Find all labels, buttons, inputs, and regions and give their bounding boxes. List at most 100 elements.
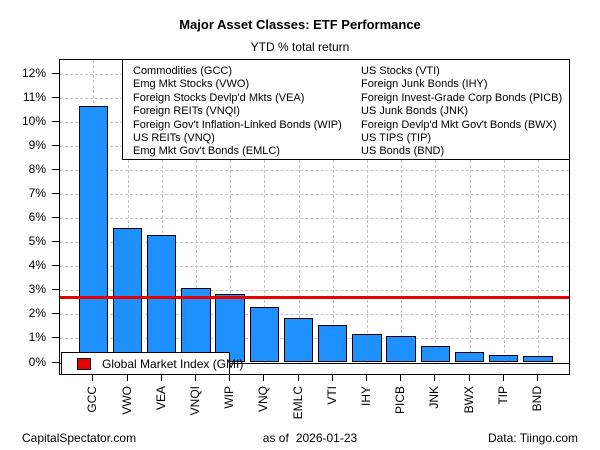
- y-tick: [52, 145, 59, 147]
- y-tick-label: 2%: [28, 306, 46, 321]
- legend-item: Foreign REITs (VNQI): [133, 105, 240, 118]
- legend-item: Foreign Invest-Grade Corp Bonds (PICB): [361, 91, 563, 104]
- as-of-date: 2026-01-23: [295, 431, 358, 445]
- zero-baseline: [60, 362, 569, 364]
- x-tick-label: VEA: [153, 386, 168, 411]
- asset-legend-column-1: Commodities (GCC) Emg Mkt Stocks (VWO) For…: [133, 65, 342, 159]
- y-tick-label: 10%: [21, 114, 46, 128]
- x-tick-label: IHY: [358, 386, 373, 407]
- v-gridline: [195, 60, 197, 363]
- x-tick: [468, 375, 470, 381]
- legend-item: Foreign Gov't Inflation-Linked Bonds (WI…: [133, 118, 342, 131]
- bar: [249, 307, 280, 363]
- y-tick: [52, 193, 59, 195]
- x-tick: [400, 375, 402, 381]
- bar: [215, 293, 245, 363]
- chart-title: Major Asset Classes: ETF Performance: [179, 17, 421, 32]
- h-gridline: [60, 338, 569, 340]
- x-tick-label: VWO: [119, 386, 134, 415]
- x-tick: [365, 375, 367, 381]
- bar: [112, 227, 143, 363]
- x-tick: [194, 375, 196, 381]
- x-tick: [126, 375, 128, 381]
- legend-item: Foreign Stocks Devlp'd Mkts (VEA): [133, 91, 305, 104]
- v-gridline: [264, 60, 266, 363]
- x-tick: [297, 375, 299, 381]
- y-tick: [52, 265, 59, 267]
- bar: [283, 318, 314, 363]
- x-tick-label: VTI: [324, 386, 339, 405]
- x-tick: [502, 375, 504, 381]
- h-gridline: [60, 266, 569, 268]
- x-tick: [434, 375, 436, 381]
- legend-item: US TIPS (TIP): [361, 132, 432, 145]
- v-gridline: [332, 60, 334, 363]
- h-gridline: [60, 170, 569, 172]
- x-tick-label: JNK: [427, 386, 442, 409]
- bar: [488, 355, 519, 363]
- y-tick: [52, 361, 59, 363]
- x-tick: [229, 375, 231, 381]
- x-tick-label: PICB: [393, 386, 408, 415]
- y-tick-label: 7%: [28, 186, 46, 201]
- v-gridline: [503, 60, 505, 363]
- x-tick: [263, 375, 265, 381]
- footer-source-right: Data: Tiingo.com: [487, 431, 578, 445]
- x-tick-label: BND: [529, 386, 544, 412]
- gmi-reference-line: [60, 296, 569, 300]
- legend-item: US Bonds (BND): [361, 145, 445, 158]
- y-tick: [52, 289, 59, 291]
- y-tick-label: 11%: [22, 89, 46, 104]
- x-tick: [536, 375, 538, 381]
- asset-legend-box: Commodities (GCC) Emg Mkt Stocks (VWO) For…: [122, 59, 570, 160]
- y-tick-label: 9%: [28, 138, 46, 153]
- legend-item: Emg Mkt Gov't Bonds (EMLC): [133, 145, 280, 158]
- y-tick: [52, 121, 59, 122]
- x-tick-label: BWX: [461, 386, 476, 414]
- asset-legend-column-2: US Stocks (VTI) Foreign Junk Bonds (IHY) F…: [361, 65, 562, 159]
- bar: [523, 356, 553, 363]
- y-tick: [52, 313, 59, 315]
- h-gridline: [60, 218, 569, 220]
- y-tick-label: 6%: [28, 210, 46, 225]
- x-tick-label: GCC: [85, 386, 100, 413]
- y-tick: [52, 217, 59, 219]
- v-gridline: [537, 60, 539, 363]
- legend-item: US Stocks (VTI): [361, 65, 440, 77]
- legend-item: Commodities (GCC): [133, 65, 233, 77]
- h-gridline: [60, 194, 569, 196]
- y-tick-label: 5%: [28, 234, 46, 249]
- legend-item: Emg Mkt Stocks (VWO): [133, 78, 250, 91]
- v-gridline: [161, 60, 163, 363]
- h-gridline: [60, 242, 569, 244]
- bar: [352, 333, 382, 363]
- footer-source-left: CapitalSpectator.com: [22, 431, 137, 445]
- gmi-legend-label: Global Market Index (GMI): [102, 356, 244, 371]
- footer-as-of: as of 2026-01-23: [262, 431, 358, 445]
- x-tick-label: TIP: [495, 386, 510, 405]
- x-tick-label: VNQ: [256, 386, 271, 413]
- legend-item: US REITs (VNQ): [133, 132, 215, 145]
- bar: [420, 345, 451, 363]
- y-tick: [52, 72, 59, 74]
- x-tick: [331, 375, 333, 381]
- y-tick: [52, 96, 59, 98]
- y-tick-label: 12%: [21, 65, 46, 80]
- legend-item: Foreign Junk Bonds (IHY): [361, 78, 488, 91]
- y-tick-label: 1%: [28, 330, 46, 345]
- y-tick-label: 3%: [28, 282, 46, 297]
- v-gridline: [366, 60, 368, 363]
- v-gridline: [469, 60, 471, 363]
- legend-item: Foreign Devlp'd Mkt Gov't Bonds (BWX): [361, 118, 557, 131]
- gmi-legend-box: Global Market Index (GMI): [61, 352, 243, 375]
- v-gridline: [435, 60, 437, 363]
- bar: [386, 336, 416, 363]
- x-tick: [160, 375, 162, 381]
- v-gridline: [230, 60, 232, 363]
- h-gridline: [60, 314, 569, 316]
- v-gridline: [401, 60, 403, 363]
- bar: [317, 325, 348, 363]
- y-tick: [52, 241, 59, 243]
- x-tick-label: VNQI: [187, 386, 202, 416]
